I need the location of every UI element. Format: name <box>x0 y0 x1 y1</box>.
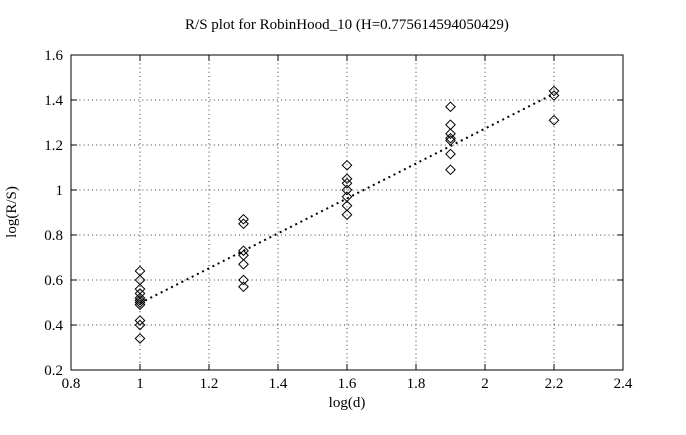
y-tick-label: 0.2 <box>44 363 63 379</box>
data-point-diamond <box>238 281 249 293</box>
data-point-diamond <box>238 245 249 257</box>
data-point-diamond <box>341 159 353 171</box>
data-point-diamond <box>341 173 353 185</box>
data-point-diamond <box>445 101 456 113</box>
data-point-diamond <box>238 258 249 270</box>
data-point-diamond <box>548 114 560 126</box>
x-tick-label: 1.6 <box>338 376 357 392</box>
plot-border <box>70 54 624 371</box>
data-point-diamond <box>445 119 456 131</box>
data-point-diamond <box>134 319 146 331</box>
data-point-diamond <box>445 135 456 146</box>
data-point-diamond <box>445 148 456 160</box>
y-tick-label: 0.4 <box>44 318 63 334</box>
y-tick-label: 0.8 <box>44 228 63 244</box>
data-point-diamond <box>134 292 146 304</box>
data-point-diamond <box>445 164 456 176</box>
hurst-trend-line <box>139 92 555 305</box>
y-tick-label: 1 <box>56 183 64 199</box>
x-tick-label: 1 <box>136 376 144 392</box>
x-tick-label: 0.8 <box>62 376 81 392</box>
data-point-diamond <box>341 191 353 203</box>
data-point-diamond <box>134 315 146 326</box>
y-tick-label: 1.2 <box>44 138 63 154</box>
y-tick-label: 1.4 <box>44 93 63 109</box>
data-point-diamond <box>238 274 249 286</box>
data-point-diamond <box>341 177 353 189</box>
data-point-diamond <box>134 294 146 306</box>
x-tick-label: 1.8 <box>407 376 426 392</box>
x-tick-label: 2.2 <box>545 376 564 392</box>
x-tick-label: 1.4 <box>269 376 288 392</box>
y-axis-label: log(R/S) <box>4 186 20 238</box>
x-tick-label: 2 <box>481 376 489 392</box>
data-point-diamond <box>134 333 146 344</box>
scatter-points-layer <box>134 85 560 344</box>
data-point-diamond <box>341 209 353 221</box>
x-tick-label: 1.2 <box>200 376 219 392</box>
chart-title: R/S plot for RobinHood_10 (H=0.775614594… <box>185 17 509 33</box>
y-tick-label: 1.6 <box>44 48 63 64</box>
y-tick-label: 0.6 <box>44 273 63 289</box>
data-point-diamond <box>445 132 456 144</box>
data-point-diamond <box>238 213 249 225</box>
axis-layer <box>70 54 624 371</box>
x-axis-label: log(d) <box>329 395 366 411</box>
data-point-diamond <box>134 297 146 308</box>
data-point-diamond <box>238 218 249 230</box>
x-tick-label: 2.4 <box>614 376 633 392</box>
trend-line-layer <box>139 92 555 305</box>
data-point-diamond <box>445 128 456 140</box>
tick-label-layer: 0.8 1 1.2 1.4 1.6 1.8 2 2.2 2.4 0.2 0.4 0.6 0.8 1 1.2 1… <box>44 48 633 392</box>
data-point-diamond <box>341 184 353 196</box>
data-point-diamond <box>548 85 560 97</box>
data-point-diamond <box>548 90 560 101</box>
grid-layer <box>71 55 623 370</box>
data-point-diamond <box>134 299 146 311</box>
